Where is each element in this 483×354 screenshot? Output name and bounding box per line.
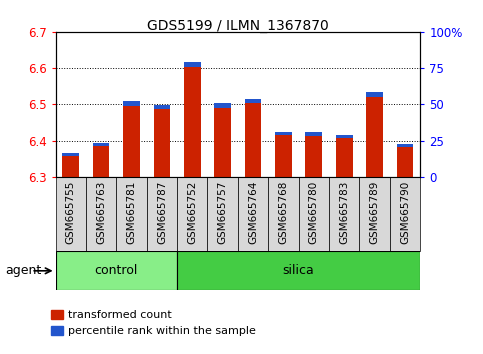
Bar (305, 136, 322, 177)
Bar (238, 177, 268, 251)
Bar (359, 177, 390, 251)
Bar (56, 251, 177, 290)
Text: GSM665763: GSM665763 (96, 181, 106, 244)
Bar (56, 177, 86, 251)
Bar (184, 67, 200, 177)
Text: GSM665755: GSM665755 (66, 181, 76, 244)
Text: GSM665752: GSM665752 (187, 181, 197, 244)
Text: GSM665781: GSM665781 (127, 181, 137, 244)
Bar (214, 103, 231, 108)
Bar (366, 92, 383, 97)
Text: control: control (95, 264, 138, 277)
Text: silica: silica (283, 264, 314, 277)
Legend: transformed count, percentile rank within the sample: transformed count, percentile rank withi… (52, 310, 256, 336)
Bar (208, 177, 238, 251)
Bar (86, 177, 116, 251)
Text: GSM665780: GSM665780 (309, 181, 319, 244)
Text: GSM665783: GSM665783 (339, 181, 349, 244)
Bar (336, 135, 353, 138)
Bar (123, 105, 140, 177)
Bar (177, 177, 208, 251)
Text: GSM665789: GSM665789 (369, 181, 380, 244)
Bar (93, 143, 110, 146)
Bar (154, 105, 170, 109)
Bar (116, 177, 147, 251)
Bar (397, 144, 413, 147)
Bar (177, 251, 420, 290)
Bar (184, 62, 200, 67)
Bar (336, 138, 353, 177)
Bar (268, 177, 298, 251)
Bar (147, 177, 177, 251)
Bar (305, 132, 322, 136)
Text: GSM665787: GSM665787 (157, 181, 167, 244)
Bar (366, 97, 383, 177)
Text: GSM665757: GSM665757 (218, 181, 227, 244)
Text: GSM665790: GSM665790 (400, 181, 410, 244)
Text: GSM665764: GSM665764 (248, 181, 258, 244)
Bar (245, 103, 261, 177)
Bar (62, 153, 79, 156)
Bar (298, 177, 329, 251)
Text: GSM665768: GSM665768 (279, 181, 288, 244)
Bar (62, 156, 79, 177)
Text: agent: agent (5, 264, 41, 277)
Bar (275, 135, 292, 177)
Bar (329, 177, 359, 251)
Bar (390, 177, 420, 251)
Bar (154, 109, 170, 177)
Bar (123, 101, 140, 105)
Bar (214, 108, 231, 177)
Bar (93, 146, 110, 177)
Bar (397, 147, 413, 177)
Bar (275, 132, 292, 135)
Text: GDS5199 / ILMN_1367870: GDS5199 / ILMN_1367870 (147, 19, 329, 34)
Bar (245, 99, 261, 103)
